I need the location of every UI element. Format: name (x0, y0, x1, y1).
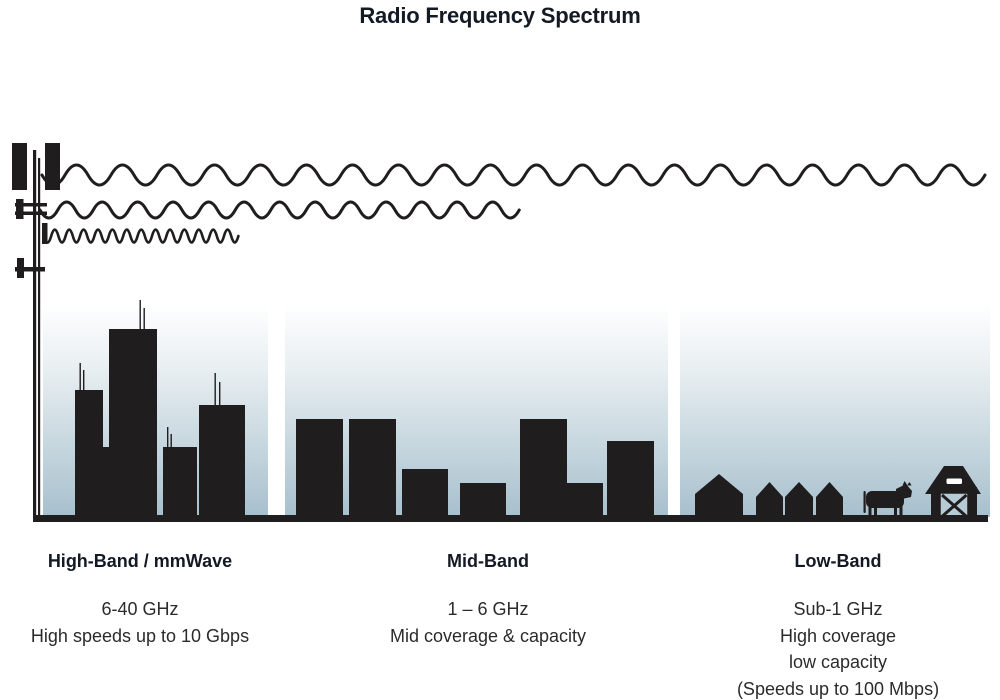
mid-band-frequency: 1 – 6 GHz (447, 599, 529, 619)
rooftop-antenna-icon (170, 434, 172, 448)
mid-band-label-group: Mid-Band 1 – 6 GHz Mid coverage & capaci… (358, 551, 618, 649)
tower-part (12, 143, 27, 190)
building (402, 469, 448, 518)
low-band-frequency: Sub-1 GHz (793, 599, 883, 619)
cow-part (866, 491, 904, 508)
house-icon (816, 482, 843, 518)
skyscraper (75, 390, 103, 518)
tower-part (42, 223, 48, 244)
cow-icon (863, 481, 912, 518)
high-band-label-group: High-Band / mmWave 6-40 GHz High speeds … (10, 551, 270, 649)
cell-tower-icon (12, 143, 60, 518)
building (567, 483, 603, 518)
rooftop-antenna-icon (83, 370, 85, 391)
mid-band-heading: Mid-Band (447, 551, 529, 571)
building (349, 419, 396, 518)
skyscraper (103, 447, 109, 518)
cow-part (896, 484, 912, 500)
tower-part (15, 211, 47, 215)
skyscraper (109, 329, 157, 518)
barn-icon (925, 466, 981, 520)
low-band-capacity: low capacity (788, 652, 888, 672)
cow-part (899, 503, 903, 518)
barn-loft-window (946, 478, 962, 484)
building (520, 419, 567, 518)
tower-part (15, 267, 45, 272)
low-band-heading: Low-Band (794, 551, 882, 571)
diagram-title: Radio Frequency Spectrum (359, 3, 641, 28)
barn-door-cross-brace (941, 493, 968, 518)
rooftop-antenna-icon (139, 300, 141, 330)
cow-part (868, 503, 872, 518)
cow-part (863, 491, 866, 513)
mid-band-skyline (296, 419, 654, 518)
rooftop-antenna-icon (219, 382, 221, 406)
rooftop-antenna-icon (214, 373, 216, 406)
rooftop-antenna-icon (79, 363, 81, 391)
tower-part (33, 150, 37, 518)
mid-band-description: Mid coverage & capacity (389, 625, 587, 646)
skyscraper (163, 447, 197, 518)
skyscraper (199, 405, 245, 518)
building (296, 419, 343, 518)
tower-part (15, 203, 47, 207)
high-band-description: High speeds up to 10 Gbps (30, 625, 250, 646)
tower-part (38, 158, 41, 518)
cow-part (907, 482, 912, 486)
high-band-city-skyline (75, 300, 245, 518)
rooftop-antenna-icon (167, 427, 169, 448)
sky-panel-mid-band (285, 303, 668, 517)
building (607, 441, 654, 518)
low-band-speed: (Speeds up to 100 Mbps) (736, 678, 940, 699)
long-wavelength-wave (40, 163, 987, 187)
high-band-frequency: 6-40 GHz (101, 599, 179, 619)
low-band-coverage: High coverage (779, 625, 897, 646)
tower-part (45, 143, 60, 190)
house-icon (756, 482, 783, 518)
house-icon (695, 474, 743, 518)
ground-bar (33, 515, 988, 522)
spectrum-illustration (12, 143, 990, 522)
cow-part (902, 481, 907, 486)
high-band-heading: High-Band / mmWave (47, 551, 233, 571)
building (460, 483, 506, 518)
low-band-farm (695, 466, 981, 520)
short-wavelength-wave (42, 228, 240, 244)
house-icon (785, 482, 813, 518)
cow-part (874, 505, 877, 518)
mid-wavelength-wave (38, 200, 521, 220)
cow-part (894, 505, 897, 518)
rooftop-antenna-icon (143, 308, 145, 330)
low-band-label-group: Low-Band Sub-1 GHz High coverage low cap… (708, 551, 968, 700)
tower-part (16, 199, 24, 219)
